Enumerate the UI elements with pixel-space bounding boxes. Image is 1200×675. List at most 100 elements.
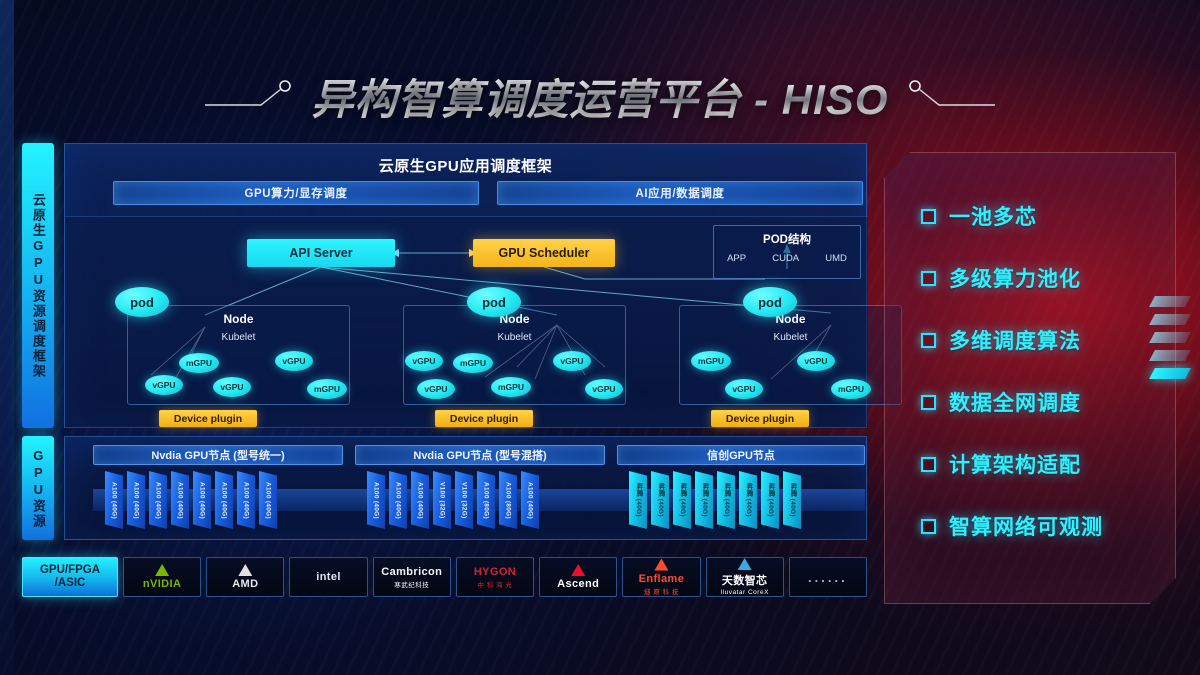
api-server-node[interactable]: API Server [247, 239, 395, 267]
sidebar-label-gpu-resource: GPU资源 [30, 447, 46, 529]
vendor-mark-icon [155, 564, 170, 576]
gpu-card[interactable]: A100 (40G) [367, 471, 385, 529]
gpu-card[interactable]: A100 (40G) [127, 471, 145, 529]
vgpu-oval[interactable]: vGPU [275, 351, 313, 371]
gpu-card[interactable]: V100 (32G) [433, 471, 451, 529]
vendor-name: 天数智芯 [721, 575, 768, 587]
gpu-card[interactable]: A100 (80G) [499, 471, 517, 529]
vgpu-oval[interactable]: vGPU [145, 375, 183, 395]
vendor-sublabel: 中 科 海 光 [477, 581, 513, 589]
pod-layer-cuda: CUDA [772, 253, 800, 264]
gpu-card-row: A100 (40G) A100 (40G) A100 (40G) V100 (32G)… [367, 471, 539, 529]
vendor-name: Ascend [557, 578, 600, 590]
gpu-scheduler-node[interactable]: GPU Scheduler [473, 239, 615, 267]
node-label: Node [499, 312, 530, 326]
gpu-group-label[interactable]: Nvdia GPU节点 (型号统一) [93, 445, 343, 465]
feature-item[interactable]: 多维调度算法 [921, 309, 1165, 371]
gpu-card-label: A100 (40G) [526, 481, 534, 519]
gpu-card[interactable]: 昇腾 (40G) [651, 471, 669, 529]
feature-item[interactable]: 数据全网调度 [921, 371, 1165, 433]
feature-label: 一池多芯 [949, 206, 1037, 229]
gpu-card[interactable]: A100 (40G) [193, 471, 211, 529]
feature-item[interactable]: 一池多芯 [921, 185, 1165, 247]
sidebar-label-cloud-native: 云原生GPU资源调度框架 [30, 192, 46, 379]
subbar-ai-data[interactable]: AI应用/数据调度 [497, 181, 863, 205]
subbar-gpu-compute[interactable]: GPU算力/显存调度 [113, 181, 479, 205]
gpu-card[interactable]: A100 (40G) [171, 471, 189, 529]
gpu-card[interactable]: 昇腾 (40G) [783, 471, 801, 529]
gpu-card[interactable]: 昇腾 (40G) [717, 471, 735, 529]
mgpu-oval[interactable]: mGPU [307, 379, 347, 399]
mgpu-oval[interactable]: mGPU [491, 377, 531, 397]
gpu-card[interactable]: 昇腾 (40G) [739, 471, 757, 529]
feature-list: 一池多芯多级算力池化 多维调度算法数据全网调度 计算架构适配 智算网络可观测 [895, 163, 1165, 593]
mgpu-oval[interactable]: mGPU [691, 351, 731, 371]
gpu-card-label: 昇腾 (40G) [701, 483, 708, 517]
vgpu-oval[interactable]: vGPU [417, 379, 455, 399]
vendor-logo-nv[interactable]: nVIDIA [123, 557, 202, 597]
gpu-card[interactable]: 昇腾 (40G) [761, 471, 779, 529]
kubelet-label: Kubelet [497, 332, 532, 343]
vgpu-oval[interactable]: vGPU [553, 351, 591, 371]
vgpu-oval[interactable]: vGPU [725, 379, 763, 399]
gpu-card[interactable]: 昇腾 (40G) [673, 471, 691, 529]
gpu-card[interactable]: A100 (40G) [521, 471, 539, 529]
vendor-logo-amd[interactable]: AMD [206, 557, 285, 597]
feature-item[interactable]: 智算网络可观测 [921, 495, 1165, 557]
gpu-resource-panel: Nvdia GPU节点 (型号统一) Nvdia GPU节点 (型号混搭) 信创… [64, 436, 867, 540]
vendor-name: Cambricon [381, 565, 443, 578]
gpu-card[interactable]: 昇腾 (40G) [629, 471, 647, 529]
vendor-logo-asc[interactable]: Ascend [539, 557, 618, 597]
title-bar: 异构智算调度运营平台 - HISO [0, 62, 1200, 130]
gpu-card[interactable]: A100 (40G) [105, 471, 123, 529]
device-plugin-badge[interactable]: Device plugin [711, 410, 809, 427]
device-plugin-badge[interactable]: Device plugin [159, 410, 257, 427]
vendor-label: GPU/FPGA [39, 564, 101, 577]
vendor-sublabel: /ASIC [54, 577, 86, 589]
vendor-logo-first[interactable]: GPU/FPGA/ASIC [22, 557, 118, 597]
sidebar-item-gpu-resource[interactable]: GPU资源 [22, 436, 54, 540]
checkbox-icon [921, 395, 936, 410]
gpu-group-label[interactable]: Nvdia GPU节点 (型号混搭) [355, 445, 605, 465]
vendor-logo-enf[interactable]: Enflame 燧 原 科 技 [622, 557, 701, 597]
feature-label: 智算网络可观测 [949, 516, 1103, 539]
device-plugin-badge[interactable]: Device plugin [435, 410, 533, 427]
pod-oval[interactable]: pod [115, 287, 169, 317]
gpu-card-label: A100 (40G) [242, 481, 250, 519]
gpu-card-label: 昇腾 (40G) [789, 483, 796, 517]
vendor-logo-ilu[interactable]: 天数智芯 Iluvatar CoreX [705, 557, 784, 597]
feature-item[interactable]: 计算架构适配 [921, 433, 1165, 495]
gpu-card[interactable]: A100 (80G) [477, 471, 495, 529]
gpu-card[interactable]: A100 (40G) [237, 471, 255, 529]
vendor-logo-intel[interactable]: intel [289, 557, 368, 597]
feature-item[interactable]: 多级算力池化 [921, 247, 1165, 309]
vgpu-oval[interactable]: vGPU [213, 377, 251, 397]
gpu-card[interactable]: A100 (40G) [389, 471, 407, 529]
vendor-logo-dots[interactable]: ...... [788, 557, 867, 597]
architecture-board: 云原生GPU资源调度框架 GPU资源 云原生GPU应用调度框架 GPU算力/显存… [22, 143, 902, 603]
pod-oval[interactable]: pod [743, 287, 797, 317]
gpu-card[interactable]: V100 (32G) [455, 471, 473, 529]
feature-label: 数据全网调度 [949, 392, 1081, 415]
feature-label: 计算架构适配 [949, 454, 1081, 477]
title-ornament-left [205, 79, 297, 113]
vgpu-oval[interactable]: vGPU [585, 379, 623, 399]
gpu-card[interactable]: A100 (40G) [149, 471, 167, 529]
framework-panel: 云原生GPU应用调度框架 GPU算力/显存调度 AI应用/数据调度 [64, 143, 902, 429]
gpu-card[interactable]: 昇腾 (40G) [695, 471, 713, 529]
gpu-card[interactable]: A100 (40G) [411, 471, 429, 529]
gpu-card[interactable]: A100 (40G) [215, 471, 233, 529]
mgpu-oval[interactable]: mGPU [179, 353, 219, 373]
gpu-group-label[interactable]: 信创GPU节点 [617, 445, 865, 465]
vendor-logo-hyg[interactable]: HYGON 中 科 海 光 [455, 557, 535, 597]
mgpu-oval[interactable]: mGPU [831, 379, 871, 399]
vgpu-oval[interactable]: vGPU [797, 351, 835, 371]
vendor-logo-camb[interactable]: Cambricon 寒武纪科技 [372, 557, 451, 597]
mgpu-oval[interactable]: mGPU [453, 353, 493, 373]
pod-oval[interactable]: pod [467, 287, 521, 317]
sidebar-item-cloud-native-framework[interactable]: 云原生GPU资源调度框架 [22, 143, 54, 428]
gpu-card[interactable]: A100 (40G) [259, 471, 277, 529]
vgpu-oval[interactable]: vGPU [405, 351, 443, 371]
page-title: 异构智算调度运营平台 - HISO [311, 66, 888, 127]
feature-panel: 一池多芯多级算力池化 多维调度算法数据全网调度 计算架构适配 智算网络可观测 [884, 152, 1176, 604]
